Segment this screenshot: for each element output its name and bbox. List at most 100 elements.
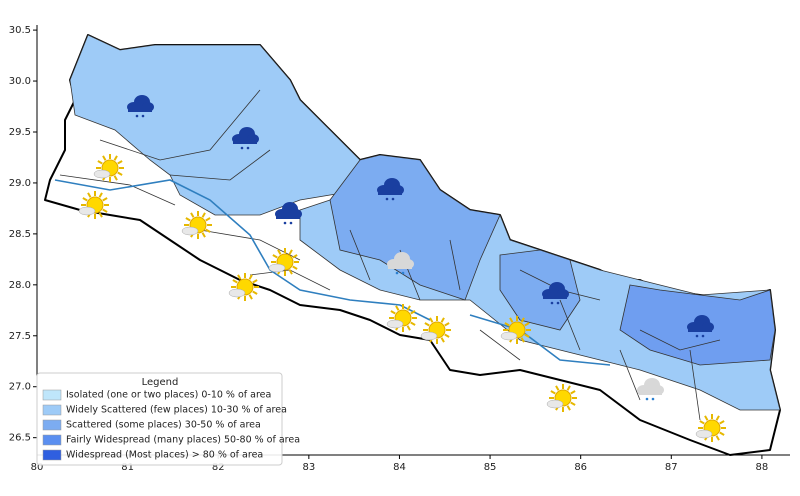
x-tick-label: 84 [393, 462, 406, 473]
sun-ray [185, 217, 191, 222]
sun-ray [520, 317, 525, 323]
sun-ray [102, 155, 107, 161]
cloud-base [688, 326, 712, 332]
sun-ray [524, 322, 530, 327]
sun-ray [406, 305, 411, 311]
cloud-base [128, 106, 152, 112]
sun-icon [78, 191, 109, 219]
sun-ray [440, 337, 445, 343]
sun-ray [719, 420, 725, 425]
y-tick-label: 29.0 [9, 178, 31, 189]
cloud-base [276, 213, 300, 219]
sun-icon [93, 154, 124, 182]
precip [401, 271, 405, 275]
sun-ray [190, 212, 195, 218]
sun-ray [699, 420, 705, 425]
precip [651, 397, 655, 401]
sun-ray [117, 171, 123, 176]
precip [391, 197, 395, 201]
sun-ray [237, 274, 242, 280]
y-tick-label: 27.5 [9, 331, 31, 342]
fairly-widespread-1 [329, 154, 501, 301]
sun-ray [252, 279, 258, 284]
cloud-base [638, 389, 662, 395]
x-tick-label: 86 [574, 462, 587, 473]
precip [135, 114, 139, 118]
precip [695, 334, 699, 338]
sun-ray [98, 212, 103, 218]
sun-ray [410, 310, 416, 315]
x-tick-label: 81 [121, 462, 134, 473]
sun-ray [117, 160, 123, 165]
sun-ray [201, 232, 206, 238]
sun-ray [715, 415, 720, 421]
sun-icon [420, 316, 451, 344]
sun-ray [113, 175, 118, 181]
sun-cloud [268, 263, 286, 273]
cloud-icon [637, 378, 664, 401]
cloud-icon [232, 127, 259, 150]
legend-swatch [42, 434, 62, 446]
precip [385, 197, 389, 201]
sun-icon [546, 384, 577, 412]
sun-ray [292, 265, 298, 270]
x-tick-label: 83 [302, 462, 315, 473]
y-tick-label: 30.5 [9, 25, 31, 36]
legend-box [36, 372, 283, 466]
precip [289, 221, 293, 225]
sun-cloud [93, 169, 111, 179]
sun-ray [288, 249, 293, 255]
sun-ray [113, 155, 118, 161]
x-tick-label: 82 [212, 462, 225, 473]
y-tick-label: 27.0 [9, 382, 31, 393]
sun-ray [566, 405, 571, 411]
sun-ray [201, 212, 206, 218]
y-tick-label: 26.5 [9, 433, 31, 444]
precip [550, 301, 554, 305]
sun-ray [509, 317, 514, 323]
cloud-icon [542, 282, 569, 305]
sun-ray [98, 192, 103, 198]
precip [246, 146, 250, 150]
sun-ray [102, 197, 108, 202]
sun-icon [386, 304, 417, 332]
sun-ray [102, 208, 108, 213]
x-tick-label: 87 [665, 462, 678, 473]
sun-ray [555, 385, 560, 391]
sun-cloud [546, 399, 564, 409]
sun-cloud [181, 226, 199, 236]
legend: Legend Isolated (one or two places) 0-10… [36, 372, 300, 466]
sun-ray [248, 294, 253, 300]
sun-ray [232, 279, 238, 284]
sun-ray [205, 228, 211, 233]
sun-icon [181, 211, 212, 239]
precip [701, 334, 705, 338]
sun-ray [570, 401, 576, 406]
sun-ray [205, 217, 211, 222]
sun-ray [440, 317, 445, 323]
cloud-icon [387, 252, 414, 275]
cloud-base [378, 189, 402, 195]
sun-ray [277, 249, 282, 255]
sun-ray [97, 160, 103, 165]
cloud-icon [127, 95, 154, 118]
y-tick-label: 30.0 [9, 76, 31, 87]
cloud-icon [687, 315, 714, 338]
legend-label: Fairly Widespread (many places) 50-80 % … [66, 435, 300, 446]
sun-ray [390, 310, 396, 315]
precip [141, 114, 145, 118]
sun-ray [395, 305, 400, 311]
precip [556, 301, 560, 305]
legend-swatch [42, 389, 62, 401]
sun-ray [566, 385, 571, 391]
sun-icon [268, 248, 299, 276]
sun-ray [272, 254, 278, 259]
sun-ray [410, 321, 416, 326]
cloud-icon [275, 202, 302, 225]
y-tick-label: 28.0 [9, 280, 31, 291]
precip [645, 397, 649, 401]
sun-cloud [386, 319, 404, 329]
precip [283, 221, 287, 225]
legend-label: Widely Scattered (few places) 10-30 % of… [66, 405, 287, 416]
